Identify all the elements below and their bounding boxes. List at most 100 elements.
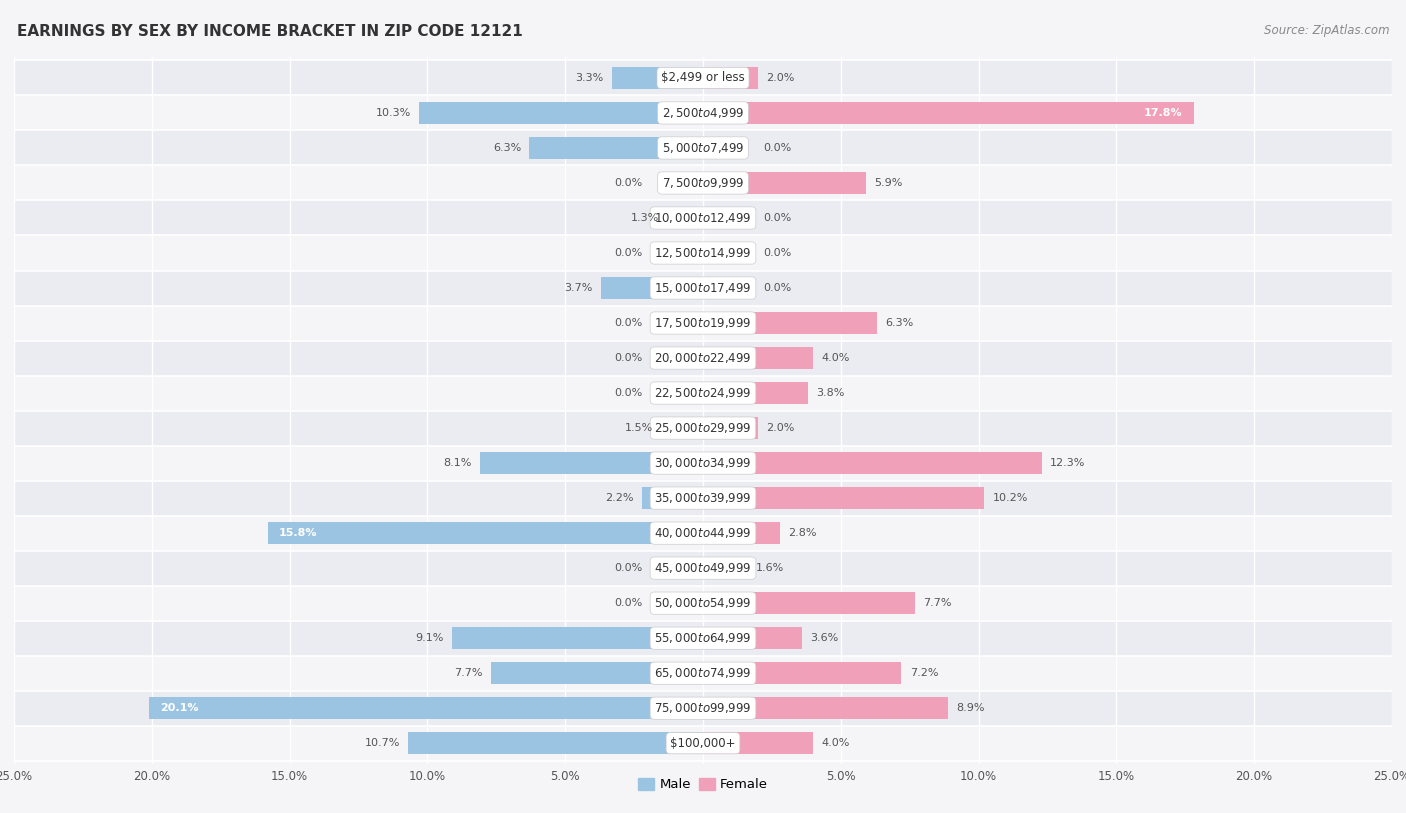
Text: 3.8%: 3.8% xyxy=(815,388,845,398)
Text: $100,000+: $100,000+ xyxy=(671,737,735,750)
Text: $75,000 to $99,999: $75,000 to $99,999 xyxy=(654,701,752,715)
Text: 9.1%: 9.1% xyxy=(416,633,444,643)
Text: 0.0%: 0.0% xyxy=(614,353,643,363)
Bar xyxy=(703,347,813,369)
Bar xyxy=(14,95,1392,130)
Text: 4.0%: 4.0% xyxy=(821,738,849,748)
Text: 4.0%: 4.0% xyxy=(821,353,849,363)
Text: 0.0%: 0.0% xyxy=(614,178,643,188)
Text: 2.8%: 2.8% xyxy=(789,528,817,538)
Bar xyxy=(149,698,703,719)
Text: $5,000 to $7,499: $5,000 to $7,499 xyxy=(662,141,744,155)
Text: $45,000 to $49,999: $45,000 to $49,999 xyxy=(654,561,752,575)
Bar xyxy=(703,452,1042,474)
Text: $2,499 or less: $2,499 or less xyxy=(661,72,745,85)
Bar xyxy=(491,663,703,684)
Bar xyxy=(14,306,1392,341)
Bar xyxy=(703,67,758,89)
Bar xyxy=(703,417,758,439)
Text: 1.3%: 1.3% xyxy=(631,213,659,223)
Text: $7,500 to $9,999: $7,500 to $9,999 xyxy=(662,176,744,190)
Text: 5.9%: 5.9% xyxy=(875,178,903,188)
Bar xyxy=(267,522,703,544)
Bar xyxy=(703,312,876,334)
Bar xyxy=(662,417,703,439)
Legend: Male, Female: Male, Female xyxy=(633,772,773,797)
Text: 8.1%: 8.1% xyxy=(443,458,471,468)
Bar xyxy=(14,130,1392,166)
Bar xyxy=(14,726,1392,761)
Bar xyxy=(703,733,813,754)
Text: $30,000 to $34,999: $30,000 to $34,999 xyxy=(654,456,752,470)
Text: 1.6%: 1.6% xyxy=(755,563,783,573)
Bar xyxy=(14,166,1392,201)
Bar xyxy=(14,411,1392,446)
Text: $55,000 to $64,999: $55,000 to $64,999 xyxy=(654,631,752,646)
Bar xyxy=(600,277,703,299)
Text: $65,000 to $74,999: $65,000 to $74,999 xyxy=(654,666,752,680)
Text: 0.0%: 0.0% xyxy=(614,563,643,573)
Bar xyxy=(530,137,703,159)
Bar xyxy=(668,207,703,228)
Bar xyxy=(14,271,1392,306)
Text: 3.3%: 3.3% xyxy=(575,73,603,83)
Text: 10.3%: 10.3% xyxy=(375,108,411,118)
Bar xyxy=(14,515,1392,550)
Text: 7.2%: 7.2% xyxy=(910,668,938,678)
Bar xyxy=(14,655,1392,691)
Text: 0.0%: 0.0% xyxy=(614,318,643,328)
Bar xyxy=(453,628,703,649)
Bar xyxy=(14,480,1392,515)
Bar xyxy=(643,487,703,509)
Text: 3.7%: 3.7% xyxy=(564,283,593,293)
Text: 0.0%: 0.0% xyxy=(763,248,792,258)
Text: 6.3%: 6.3% xyxy=(884,318,912,328)
Bar xyxy=(14,620,1392,655)
Text: 17.8%: 17.8% xyxy=(1144,108,1182,118)
Text: 10.2%: 10.2% xyxy=(993,493,1028,503)
Text: 0.0%: 0.0% xyxy=(614,598,643,608)
Text: $40,000 to $44,999: $40,000 to $44,999 xyxy=(654,526,752,540)
Bar xyxy=(14,201,1392,236)
Text: 3.6%: 3.6% xyxy=(810,633,839,643)
Bar xyxy=(14,691,1392,726)
Bar xyxy=(14,341,1392,376)
Text: 6.3%: 6.3% xyxy=(494,143,522,153)
Text: 8.9%: 8.9% xyxy=(956,703,986,713)
Text: 0.0%: 0.0% xyxy=(763,213,792,223)
Text: 20.1%: 20.1% xyxy=(160,703,198,713)
Bar xyxy=(419,102,703,124)
Bar xyxy=(14,376,1392,411)
Bar xyxy=(703,102,1194,124)
Text: $12,500 to $14,999: $12,500 to $14,999 xyxy=(654,246,752,260)
Text: 2.2%: 2.2% xyxy=(606,493,634,503)
Text: $10,000 to $12,499: $10,000 to $12,499 xyxy=(654,211,752,225)
Text: $15,000 to $17,499: $15,000 to $17,499 xyxy=(654,281,752,295)
Bar xyxy=(703,522,780,544)
Text: $50,000 to $54,999: $50,000 to $54,999 xyxy=(654,596,752,610)
Text: 0.0%: 0.0% xyxy=(763,143,792,153)
Bar xyxy=(14,60,1392,95)
Text: Source: ZipAtlas.com: Source: ZipAtlas.com xyxy=(1264,24,1389,37)
Bar xyxy=(479,452,703,474)
Bar xyxy=(14,550,1392,585)
Bar xyxy=(408,733,703,754)
Text: 7.7%: 7.7% xyxy=(454,668,482,678)
Bar xyxy=(703,487,984,509)
Bar xyxy=(14,446,1392,480)
Text: 15.8%: 15.8% xyxy=(278,528,318,538)
Text: 2.0%: 2.0% xyxy=(766,73,794,83)
Text: 12.3%: 12.3% xyxy=(1050,458,1085,468)
Text: 10.7%: 10.7% xyxy=(364,738,399,748)
Bar xyxy=(14,236,1392,271)
Text: 0.0%: 0.0% xyxy=(614,388,643,398)
Bar xyxy=(703,557,747,579)
Bar xyxy=(703,663,901,684)
Text: 2.0%: 2.0% xyxy=(766,423,794,433)
Bar xyxy=(612,67,703,89)
Text: 0.0%: 0.0% xyxy=(614,248,643,258)
Text: $22,500 to $24,999: $22,500 to $24,999 xyxy=(654,386,752,400)
Text: EARNINGS BY SEX BY INCOME BRACKET IN ZIP CODE 12121: EARNINGS BY SEX BY INCOME BRACKET IN ZIP… xyxy=(17,24,523,39)
Text: $17,500 to $19,999: $17,500 to $19,999 xyxy=(654,316,752,330)
Text: 1.5%: 1.5% xyxy=(626,423,654,433)
